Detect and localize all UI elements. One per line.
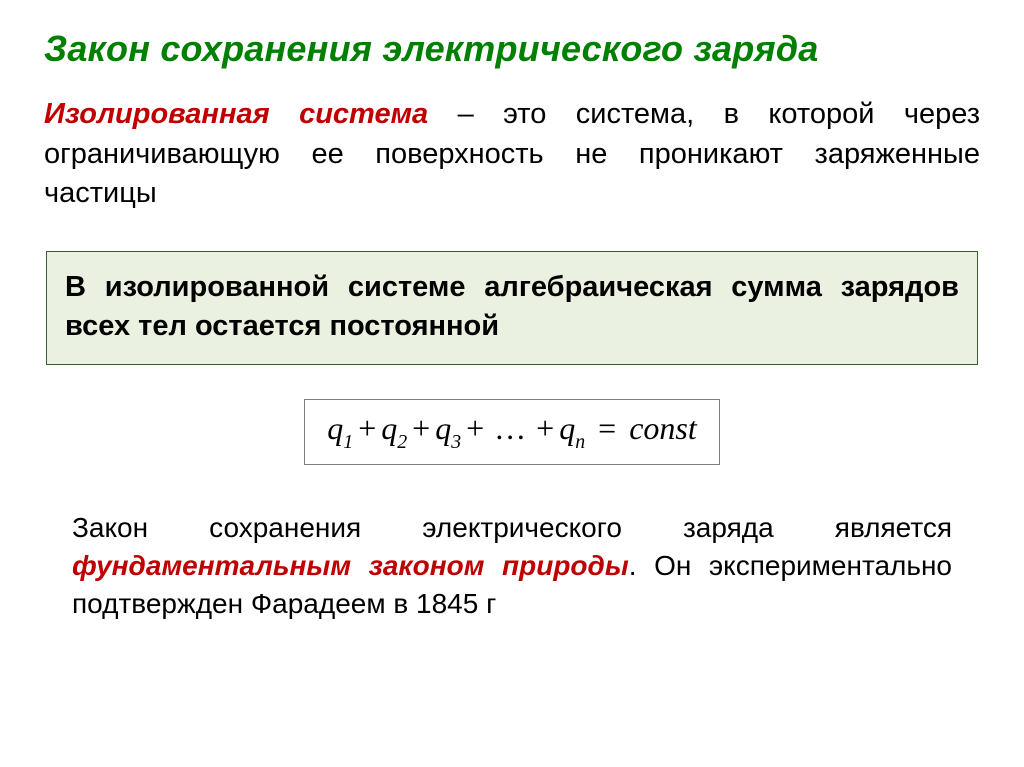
conservation-formula: q1+q2+q3+…+qn = const xyxy=(327,410,696,446)
law-highlight-box: В изолированной системе алгебраическая с… xyxy=(46,251,978,365)
slide-title: Закон сохранения электрического заряда xyxy=(44,28,980,69)
definition-dash: – xyxy=(428,98,503,130)
footer-emphasis: фундаментальным законом природы xyxy=(72,550,629,581)
definition-term: Изолированная система xyxy=(44,98,428,130)
definition-paragraph: Изолированная система – это система, в к… xyxy=(44,95,980,212)
formula-box: q1+q2+q3+…+qn = const xyxy=(304,399,719,465)
footer-paragraph: Закон сохранения электрического заряда я… xyxy=(44,509,980,622)
formula-container: q1+q2+q3+…+qn = const xyxy=(44,399,980,465)
footer-lead: Закон сохранения электрического заряда я… xyxy=(72,512,952,543)
law-text: В изолированной системе алгебраическая с… xyxy=(65,268,959,346)
